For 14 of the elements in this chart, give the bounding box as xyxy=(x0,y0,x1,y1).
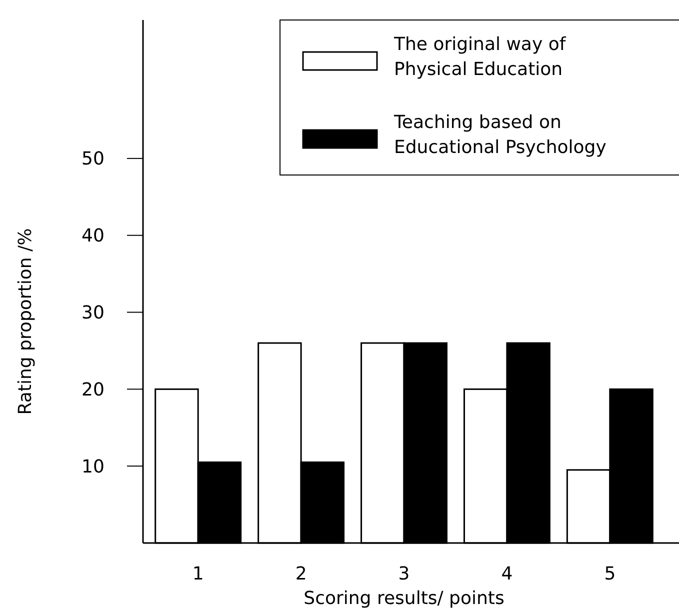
legend-label: The original way of Physical Education xyxy=(393,34,566,80)
y-tick-label: 50 xyxy=(82,148,104,170)
y-axis-title: Rating proportion /% xyxy=(15,228,36,415)
y-tick-label: 10 xyxy=(82,456,104,478)
x-tick-label: 3 xyxy=(398,563,410,584)
y-tick-label: 30 xyxy=(82,302,104,324)
x-tick-label: 5 xyxy=(604,563,616,584)
y-tick-label: 40 xyxy=(82,226,104,247)
x-tick-label: 1 xyxy=(192,563,204,584)
y-tick-label: 20 xyxy=(82,379,104,400)
x-tick-label: 2 xyxy=(295,563,307,584)
x-axis-title: Scoring results/ points xyxy=(304,588,504,609)
x-tick-label: 4 xyxy=(501,563,513,584)
legend-label: Teaching based on Educational Psychology xyxy=(393,112,607,158)
